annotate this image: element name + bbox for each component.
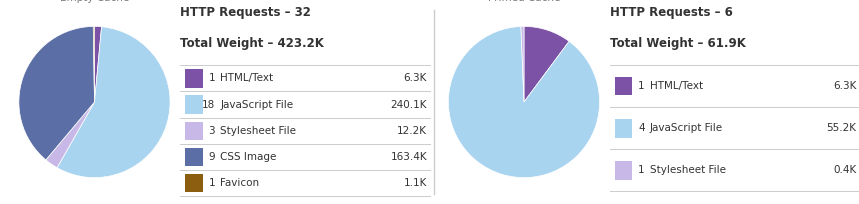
Text: 18: 18 xyxy=(202,100,216,110)
FancyBboxPatch shape xyxy=(186,95,203,114)
Text: Total Weight – 423.2K: Total Weight – 423.2K xyxy=(180,37,324,50)
Text: HTML/Text: HTML/Text xyxy=(220,73,273,83)
FancyBboxPatch shape xyxy=(186,122,203,140)
Text: Favicon: Favicon xyxy=(220,178,259,188)
Wedge shape xyxy=(521,26,524,102)
Text: HTTP Requests – 6: HTTP Requests – 6 xyxy=(610,6,733,19)
Title: Primed Cache: Primed Cache xyxy=(488,0,560,3)
Title: Empty Cache: Empty Cache xyxy=(60,0,129,3)
Text: HTTP Requests – 32: HTTP Requests – 32 xyxy=(180,6,311,19)
Text: 55.2K: 55.2K xyxy=(826,123,856,133)
Text: HTML/Text: HTML/Text xyxy=(649,81,703,91)
Text: 6.3K: 6.3K xyxy=(404,73,427,83)
Text: JavaScript File: JavaScript File xyxy=(649,123,723,133)
FancyBboxPatch shape xyxy=(615,77,632,95)
Text: 6.3K: 6.3K xyxy=(833,81,856,91)
Text: 1: 1 xyxy=(638,165,645,175)
Text: 1: 1 xyxy=(638,81,645,91)
Text: 0.4K: 0.4K xyxy=(833,165,856,175)
Wedge shape xyxy=(448,27,600,178)
Wedge shape xyxy=(57,27,170,178)
Text: 9: 9 xyxy=(209,152,216,162)
FancyBboxPatch shape xyxy=(186,69,203,88)
Wedge shape xyxy=(46,102,94,168)
Wedge shape xyxy=(524,26,570,102)
Text: Stylesheet File: Stylesheet File xyxy=(220,126,296,136)
Text: 240.1K: 240.1K xyxy=(391,100,427,110)
FancyBboxPatch shape xyxy=(186,148,203,166)
Text: 12.2K: 12.2K xyxy=(397,126,427,136)
FancyBboxPatch shape xyxy=(615,161,632,180)
Text: 1: 1 xyxy=(209,178,216,188)
Text: 163.4K: 163.4K xyxy=(390,152,427,162)
Text: CSS Image: CSS Image xyxy=(220,152,277,162)
Text: Stylesheet File: Stylesheet File xyxy=(649,165,726,175)
Text: 4: 4 xyxy=(638,123,645,133)
Text: 1.1K: 1.1K xyxy=(404,178,427,188)
Wedge shape xyxy=(19,27,94,160)
Text: 3: 3 xyxy=(209,126,216,136)
FancyBboxPatch shape xyxy=(615,119,632,137)
Text: Total Weight – 61.9K: Total Weight – 61.9K xyxy=(610,37,746,50)
Wedge shape xyxy=(94,26,101,102)
Text: 1: 1 xyxy=(209,73,216,83)
FancyBboxPatch shape xyxy=(186,174,203,192)
Text: JavaScript File: JavaScript File xyxy=(220,100,294,110)
